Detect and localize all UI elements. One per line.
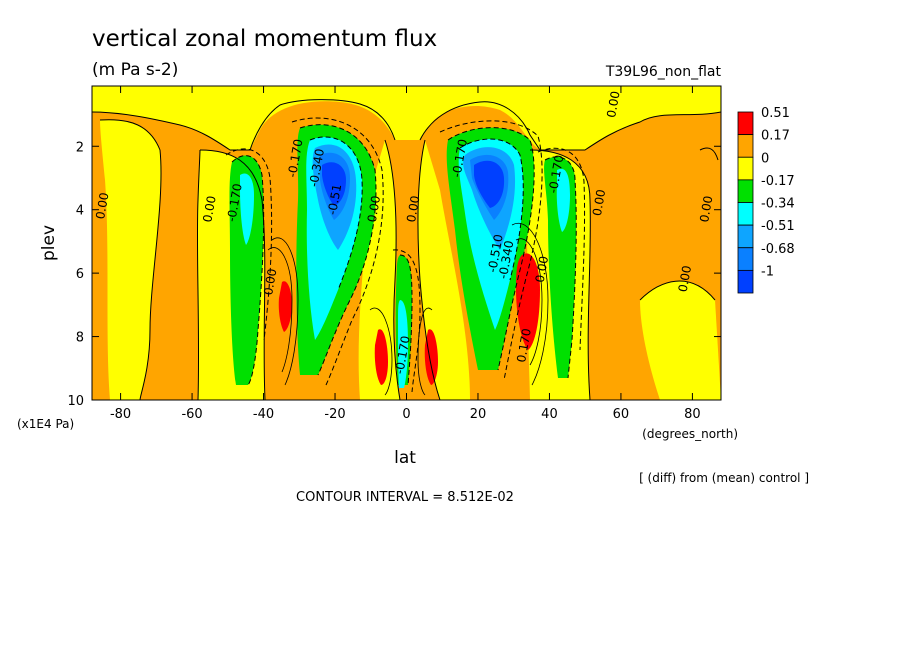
x-tick-label: -20 bbox=[324, 407, 345, 422]
region-red-nh-midlat bbox=[516, 253, 540, 350]
y-axis: 2 4 6 8 10 bbox=[67, 140, 721, 409]
region-red-nh-subtropic bbox=[424, 329, 438, 385]
x-tick-label: 20 bbox=[470, 407, 487, 422]
region-red-sh-subtropic bbox=[374, 329, 388, 385]
contour-lines bbox=[92, 99, 721, 400]
y-tick-label: 6 bbox=[76, 267, 84, 282]
contour-label: 0.00 bbox=[365, 195, 383, 224]
contour-label: 0.00 bbox=[590, 188, 608, 217]
colorbar-swatch bbox=[737, 111, 754, 136]
contour-label: 0.00 bbox=[604, 90, 622, 119]
colorbar-label: -0.51 bbox=[761, 219, 795, 234]
chart-title: vertical zonal momentum flux bbox=[92, 26, 437, 52]
contour-label: 0.00 bbox=[200, 195, 218, 224]
colorbar: 0.51 0.17 0 -0.17 -0.34 -0.51 -0.68 -1 bbox=[737, 106, 795, 294]
contour-interval: CONTOUR INTERVAL = 8.512E-02 bbox=[296, 490, 514, 505]
colorbar-label: -1 bbox=[761, 264, 774, 279]
x-axis: -80 -60 -40 -20 0 20 40 60 80 bbox=[110, 86, 701, 422]
contour-lines-negative bbox=[225, 117, 586, 393]
colorbar-swatch bbox=[737, 224, 754, 249]
y-axis-label: plev bbox=[39, 225, 59, 261]
region-blue3-nh bbox=[474, 160, 505, 208]
region-cyan-sh-flank bbox=[240, 173, 254, 245]
y-tick-label: 4 bbox=[76, 204, 84, 219]
region-red-sh-midlat bbox=[278, 281, 292, 332]
colorbar-swatch bbox=[737, 247, 754, 271]
colorbar-swatch bbox=[737, 269, 754, 294]
diff-note: [ (diff) from (mean) control ] bbox=[639, 471, 809, 485]
contour-labels: 0.00 0.00 -0.170-0.170 -0.340-0.510.000.00 0… bbox=[93, 90, 715, 375]
y-tick-label: 2 bbox=[76, 140, 84, 155]
y-axis-unit: (x1E4 Pa) bbox=[17, 417, 74, 431]
contour-label: 0.00 bbox=[261, 268, 279, 297]
contour-label: -0.170 bbox=[392, 335, 413, 376]
contour-label: -0.170 bbox=[224, 182, 245, 223]
contour-label: 0.00 bbox=[404, 195, 422, 224]
contour-label: 0.00 bbox=[697, 195, 715, 224]
region-cyan-equator bbox=[398, 300, 408, 388]
colorbar-label: 0 bbox=[761, 151, 769, 166]
contour-label: -0.170 bbox=[449, 138, 470, 179]
y-tick-label: 8 bbox=[76, 331, 84, 346]
x-tick-label: -60 bbox=[181, 407, 202, 422]
colorbar-swatch bbox=[737, 179, 754, 203]
contour-lines-positive bbox=[267, 222, 549, 396]
contour-label: 0.00 bbox=[676, 264, 694, 293]
colorbar-label: -0.34 bbox=[761, 197, 795, 212]
chart-subtitle: (m Pa s-2) bbox=[92, 60, 178, 80]
x-tick-label: 40 bbox=[541, 407, 558, 422]
region-blue3-sh bbox=[322, 162, 346, 206]
contour-label: 0.00 bbox=[533, 255, 551, 284]
region-near-zero-left bbox=[100, 119, 162, 400]
region-green-sh-flank bbox=[229, 155, 264, 385]
experiment-label: T39L96_non_flat bbox=[605, 64, 722, 80]
x-tick-label: -80 bbox=[110, 407, 131, 422]
x-axis-unit: (degrees_north) bbox=[642, 427, 738, 441]
colorbar-swatch bbox=[737, 202, 754, 226]
y-tick-label: 10 bbox=[67, 394, 84, 409]
contour-plot-area: 0.00 0.00 -0.170-0.170 -0.340-0.510.000.00 0… bbox=[92, 86, 721, 400]
colorbar-label: 0.17 bbox=[761, 129, 790, 144]
x-tick-label: 0 bbox=[402, 407, 410, 422]
contour-label: -0.170 bbox=[546, 154, 567, 195]
region-near-zero-right bbox=[640, 281, 721, 400]
x-tick-label: -40 bbox=[253, 407, 274, 422]
contour-label: -0.340 bbox=[496, 239, 517, 280]
contour-label: -0.340 bbox=[307, 148, 328, 189]
colorbar-label: 0.51 bbox=[761, 106, 790, 121]
colorbar-swatch bbox=[737, 156, 754, 181]
colorbar-swatch bbox=[737, 134, 754, 158]
contour-label: -0.510 bbox=[485, 233, 506, 274]
colorbar-label: -0.68 bbox=[761, 242, 795, 257]
x-axis-label: lat bbox=[394, 448, 416, 468]
region-near-zero-top bbox=[92, 86, 721, 150]
contour-label: 0.00 bbox=[93, 191, 111, 220]
x-tick-label: 80 bbox=[684, 407, 701, 422]
colorbar-label: -0.17 bbox=[761, 174, 795, 189]
region-cyan-nh-flank bbox=[556, 168, 570, 232]
contour-label: -0.170 bbox=[285, 138, 306, 179]
contour-label: -0.51 bbox=[325, 183, 344, 216]
contour-label: 0.170 bbox=[514, 327, 534, 363]
x-tick-label: 60 bbox=[613, 407, 630, 422]
